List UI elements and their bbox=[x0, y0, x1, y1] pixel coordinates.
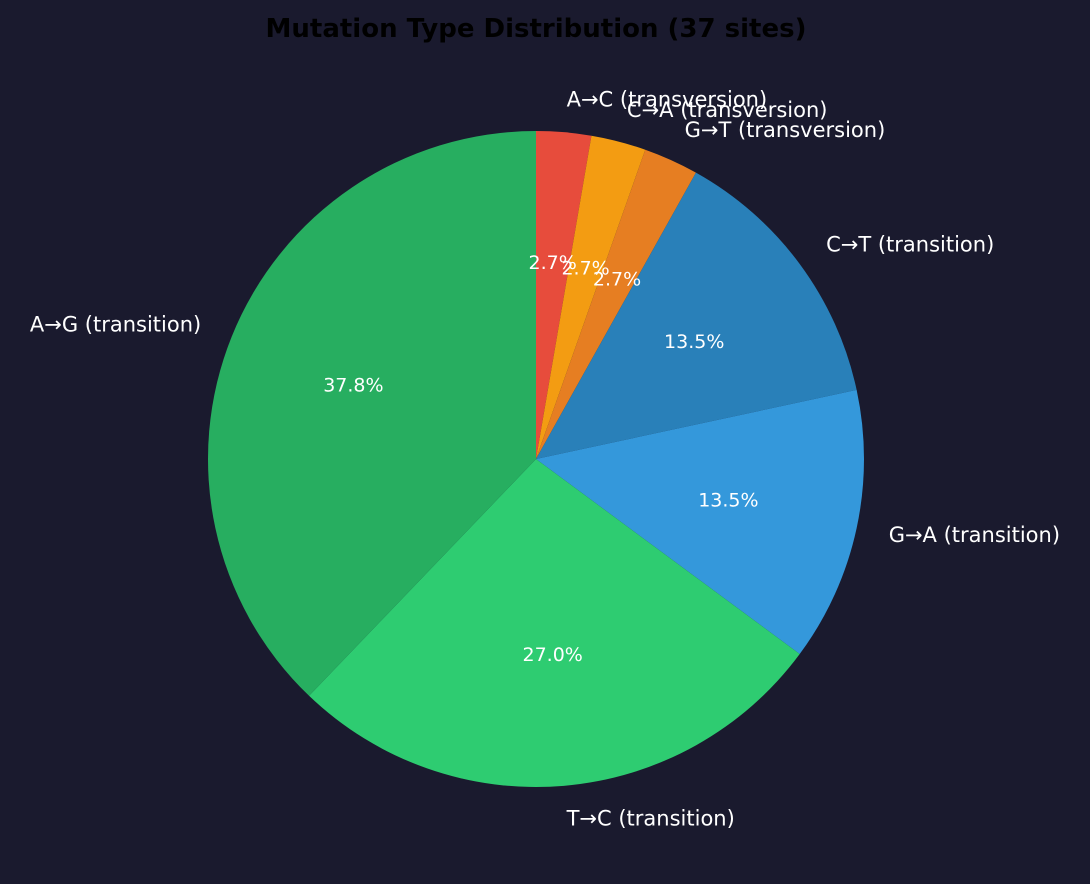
slice-label-4: G→A (transition) bbox=[889, 523, 1060, 547]
pie-slice-5 bbox=[309, 459, 800, 787]
slice-label-3: C→T (transition) bbox=[826, 232, 994, 256]
slice-percent-4: 13.5% bbox=[698, 489, 758, 511]
slice-percent-0: 2.7% bbox=[529, 252, 577, 274]
slice-label-5: T→C (transition) bbox=[566, 807, 735, 831]
pie-slice-3 bbox=[536, 172, 857, 459]
slice-percent-6: 37.8% bbox=[323, 375, 383, 397]
pie-slice-0 bbox=[536, 131, 592, 459]
slice-percent-1: 2.7% bbox=[561, 258, 609, 280]
chart-title: Mutation Type Distribution (37 sites) bbox=[266, 14, 807, 44]
pie-percent-labels: 2.7%2.7%2.7%13.5%13.5%27.0%37.8% bbox=[323, 252, 758, 666]
slice-label-0: A→C (transversion) bbox=[567, 87, 768, 111]
slice-percent-5: 27.0% bbox=[523, 644, 583, 666]
pie-slice-2 bbox=[536, 149, 696, 459]
pie-slice-4 bbox=[536, 389, 864, 655]
pie-slice-6 bbox=[208, 131, 537, 696]
slice-percent-3: 13.5% bbox=[664, 331, 724, 353]
slice-label-6: A→G (transition) bbox=[30, 312, 201, 336]
pie-slice-labels: A→C (transversion)C→A (transversion)G→T … bbox=[30, 87, 1060, 830]
slice-label-1: C→A (transversion) bbox=[627, 98, 828, 122]
slice-percent-2: 2.7% bbox=[593, 269, 641, 291]
pie-slices bbox=[208, 131, 864, 787]
slice-label-2: G→T (transversion) bbox=[685, 118, 886, 142]
pie-slice-1 bbox=[536, 135, 646, 459]
